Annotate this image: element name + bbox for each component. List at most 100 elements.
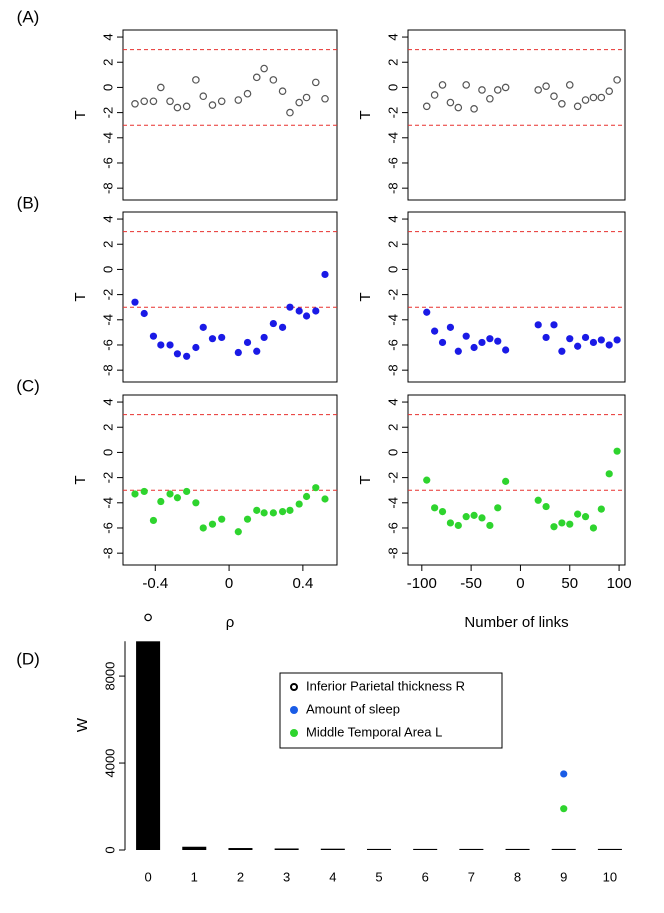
- x-tick-label: 9: [560, 869, 567, 884]
- point: [423, 476, 431, 484]
- point: [581, 513, 590, 521]
- point: [140, 97, 149, 106]
- point: [501, 83, 510, 92]
- y-tick-label: -4: [100, 132, 115, 144]
- point: [173, 350, 182, 358]
- point: [321, 94, 329, 103]
- point: [462, 81, 470, 89]
- point: [431, 327, 439, 335]
- point: [423, 308, 431, 316]
- y-axis-label: T: [72, 475, 89, 484]
- x-axis-label: ρ: [226, 614, 235, 631]
- point: [286, 303, 294, 311]
- point: [542, 82, 550, 90]
- y-tick-label: 0: [100, 266, 115, 273]
- point: [573, 102, 582, 111]
- point: [470, 511, 478, 519]
- point: [462, 513, 470, 521]
- y-tick-label: 4: [100, 215, 115, 222]
- point: [478, 338, 486, 347]
- point: [208, 101, 217, 109]
- point: [269, 319, 277, 328]
- point: [589, 338, 598, 347]
- bar: [320, 848, 345, 850]
- point: [534, 86, 543, 94]
- point: [493, 86, 502, 94]
- point: [183, 487, 191, 496]
- point: [157, 497, 165, 506]
- point: [218, 515, 226, 523]
- y-axis-label: T: [357, 110, 374, 119]
- y-tick-label: -6: [100, 522, 115, 534]
- point: [278, 323, 287, 331]
- y-tick-label: -6: [385, 157, 400, 169]
- point: [494, 337, 502, 345]
- y-tick-label: -4: [385, 132, 400, 144]
- point: [144, 613, 152, 622]
- y-tick-label: 0: [385, 84, 400, 91]
- y-axis-label: T: [357, 292, 374, 301]
- point: [494, 504, 502, 512]
- y-tick-label: 2: [100, 59, 115, 66]
- point: [550, 92, 558, 101]
- point: [581, 96, 590, 104]
- x-tick-label: 0: [225, 575, 233, 592]
- panel-label: (C): [16, 376, 40, 395]
- point: [208, 335, 217, 343]
- y-tick-label: -8: [385, 182, 400, 194]
- point: [199, 323, 207, 331]
- point: [302, 312, 311, 320]
- point: [157, 341, 165, 349]
- y-axis-label: T: [72, 110, 89, 119]
- y-tick-label: 0: [385, 449, 400, 456]
- point: [243, 515, 252, 523]
- point: [438, 508, 447, 516]
- point: [234, 528, 242, 536]
- y-tick-label: 2: [385, 424, 400, 431]
- point: [311, 78, 320, 87]
- y-tick-label: 2: [100, 424, 115, 431]
- x-tick-label: 8: [514, 869, 521, 884]
- x-tick-label: 5: [375, 869, 382, 884]
- y-tick-label: 0: [102, 846, 117, 853]
- bar: [459, 848, 484, 850]
- x-tick-label: -0.4: [142, 575, 168, 592]
- point: [486, 94, 494, 103]
- x-tick-label: 3: [283, 869, 290, 884]
- y-tick-label: -2: [385, 472, 400, 484]
- point: [431, 504, 439, 512]
- bar: [136, 641, 161, 850]
- point: [542, 502, 550, 511]
- point: [131, 99, 139, 108]
- point: [454, 347, 462, 355]
- legend-label: Middle Temporal Area L: [306, 724, 442, 739]
- bar: [274, 848, 299, 850]
- x-tick-label: 4: [329, 869, 336, 884]
- point: [183, 352, 191, 360]
- point: [217, 97, 226, 106]
- x-tick-label: -50: [460, 575, 482, 592]
- x-tick-label: 2: [237, 869, 244, 884]
- point: [253, 347, 261, 355]
- point: [157, 83, 165, 92]
- point: [199, 92, 208, 101]
- point: [166, 341, 174, 349]
- point: [542, 333, 550, 342]
- point: [613, 76, 621, 84]
- point: [560, 805, 568, 813]
- point: [566, 520, 574, 528]
- point: [260, 509, 268, 517]
- bar: [182, 846, 207, 850]
- x-tick-label: 1: [191, 869, 198, 884]
- y-tick-label: -6: [385, 339, 400, 351]
- y-axis-label: T: [72, 292, 89, 301]
- point: [295, 500, 303, 508]
- point: [173, 103, 182, 112]
- point: [446, 323, 455, 331]
- point: [192, 343, 200, 352]
- point: [613, 336, 621, 344]
- point: [462, 332, 470, 340]
- panel-label: (B): [17, 193, 40, 212]
- point: [182, 102, 191, 111]
